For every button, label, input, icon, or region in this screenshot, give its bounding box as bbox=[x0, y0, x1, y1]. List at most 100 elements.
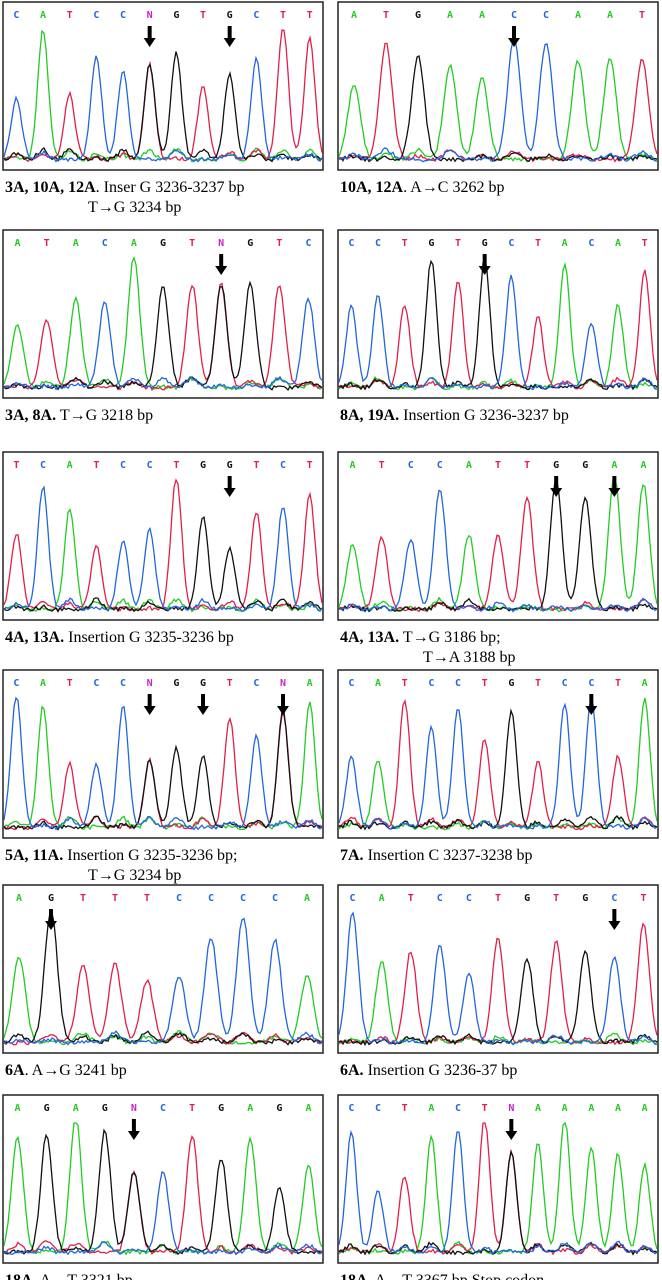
trace-c bbox=[338, 695, 658, 830]
base-call: C bbox=[120, 10, 126, 21]
caption-text: . Inser G 3236-3237 bp bbox=[96, 179, 245, 196]
base-call: T bbox=[553, 893, 559, 904]
trace-t bbox=[3, 1134, 323, 1256]
base-call: A bbox=[15, 1103, 21, 1114]
trace-a bbox=[338, 261, 658, 391]
base-call: C bbox=[305, 238, 311, 249]
base-call: A bbox=[305, 1103, 311, 1114]
caption: 18A. A→T 3321 bp bbox=[5, 1272, 133, 1280]
base-call: G bbox=[582, 460, 588, 471]
caption-label: 8A, 19A. bbox=[340, 407, 399, 424]
caption-label: 6A. bbox=[340, 1062, 364, 1079]
base-call: T bbox=[495, 460, 501, 471]
caption-label: 6A bbox=[5, 1062, 25, 1079]
base-call: G bbox=[200, 460, 206, 471]
trace-c bbox=[3, 917, 323, 1046]
base-call: N bbox=[218, 238, 224, 249]
base-call: A bbox=[351, 10, 357, 21]
base-call: C bbox=[508, 238, 514, 249]
mutation-arrow bbox=[505, 1119, 518, 1140]
base-call: T bbox=[67, 10, 73, 21]
base-call: T bbox=[307, 10, 313, 21]
base-call: T bbox=[408, 893, 414, 904]
base-call: T bbox=[307, 460, 313, 471]
base-call: C bbox=[611, 893, 617, 904]
base-call: G bbox=[160, 238, 166, 249]
base-call: T bbox=[276, 238, 282, 249]
panel-frame bbox=[2, 1, 324, 171]
base-call: N bbox=[147, 10, 153, 21]
caption-text: Insertion G 3236-37 bp bbox=[364, 1062, 518, 1079]
chromatogram-panel: C A T C C N G T G C T T 3A, 10A, 12A. Inser G 3236-3… bbox=[2, 1, 324, 216]
trace-t bbox=[3, 478, 323, 612]
base-call: C bbox=[437, 893, 443, 904]
base-call: A bbox=[307, 678, 313, 689]
trace-a bbox=[3, 956, 323, 1046]
trace-a bbox=[3, 1122, 323, 1256]
panel-frame bbox=[2, 669, 324, 839]
chromatogram-panel: A G A G N C T G A G A 18A. A→T 3321 bp bbox=[2, 1094, 324, 1280]
base-call: C bbox=[350, 893, 356, 904]
panel-frame bbox=[2, 229, 324, 399]
base-call: T bbox=[402, 678, 408, 689]
base-call: T bbox=[383, 10, 389, 21]
caption-text: . A→C 3262 bp bbox=[403, 179, 504, 196]
trace-c bbox=[338, 489, 658, 613]
trace-t bbox=[3, 29, 323, 163]
base-call: T bbox=[227, 678, 233, 689]
base-call: A bbox=[615, 238, 621, 249]
caption-text: A→T 3367 bp Stop codon. bbox=[372, 1272, 549, 1280]
base-call: C bbox=[428, 678, 434, 689]
trace-g bbox=[338, 479, 658, 613]
base-call: G bbox=[428, 238, 434, 249]
base-call: T bbox=[640, 893, 646, 904]
base-call: A bbox=[562, 1103, 568, 1114]
base-call: A bbox=[607, 10, 613, 21]
base-call: A bbox=[447, 10, 453, 21]
caption-text: Insertion G 3235-3236 bp bbox=[64, 629, 234, 646]
base-call: T bbox=[253, 460, 259, 471]
caption-line2: T→A 3188 bp bbox=[423, 649, 515, 666]
base-call: A bbox=[479, 10, 485, 21]
base-call: T bbox=[200, 10, 206, 21]
mutation-arrow bbox=[127, 1119, 140, 1140]
trace-c bbox=[338, 911, 658, 1046]
base-call: A bbox=[562, 238, 568, 249]
caption-label: 3A, 10A, 12A bbox=[5, 179, 96, 196]
caption: 6A. Insertion G 3236-37 bp bbox=[340, 1062, 517, 1079]
trace-a bbox=[3, 256, 323, 391]
base-call: T bbox=[379, 460, 385, 471]
trace-c bbox=[338, 274, 658, 391]
panel-frame bbox=[337, 229, 659, 399]
trace-a bbox=[3, 508, 323, 613]
trace-g bbox=[3, 1128, 323, 1256]
caption: 4A, 13A. T→G 3186 bp; bbox=[340, 629, 501, 646]
base-call: T bbox=[13, 460, 19, 471]
caption-label: 18A. bbox=[5, 1272, 37, 1280]
base-call: A bbox=[615, 1103, 621, 1114]
base-call: C bbox=[253, 10, 259, 21]
trace-a bbox=[338, 961, 658, 1046]
chromatogram-panel: C C T G T G C T A C A T 8A, 19A. Insertion G 3236-32… bbox=[337, 229, 659, 424]
base-call: C bbox=[511, 10, 517, 21]
base-call: C bbox=[120, 678, 126, 689]
trace-g bbox=[338, 949, 658, 1046]
base-call: T bbox=[80, 893, 86, 904]
base-call: A bbox=[642, 1103, 648, 1114]
trace-t bbox=[3, 282, 323, 391]
base-call: C bbox=[348, 1103, 354, 1114]
caption-label: 10A, 12A bbox=[340, 179, 404, 196]
chromatogram-panel: C C T A C T N A A A A A 18A. A→T 3367 bp Stop codon. bbox=[337, 1094, 659, 1280]
base-call: C bbox=[408, 460, 414, 471]
caption-label: 7A. bbox=[340, 847, 364, 864]
base-call: C bbox=[455, 1103, 461, 1114]
base-call: A bbox=[640, 460, 646, 471]
base-call: C bbox=[102, 238, 108, 249]
base-call: G bbox=[48, 893, 54, 904]
base-call: T bbox=[524, 460, 530, 471]
mutation-arrow bbox=[197, 694, 209, 715]
trace-g bbox=[3, 51, 323, 163]
base-call: G bbox=[553, 460, 559, 471]
base-call: G bbox=[508, 678, 514, 689]
base-call: G bbox=[415, 10, 421, 21]
